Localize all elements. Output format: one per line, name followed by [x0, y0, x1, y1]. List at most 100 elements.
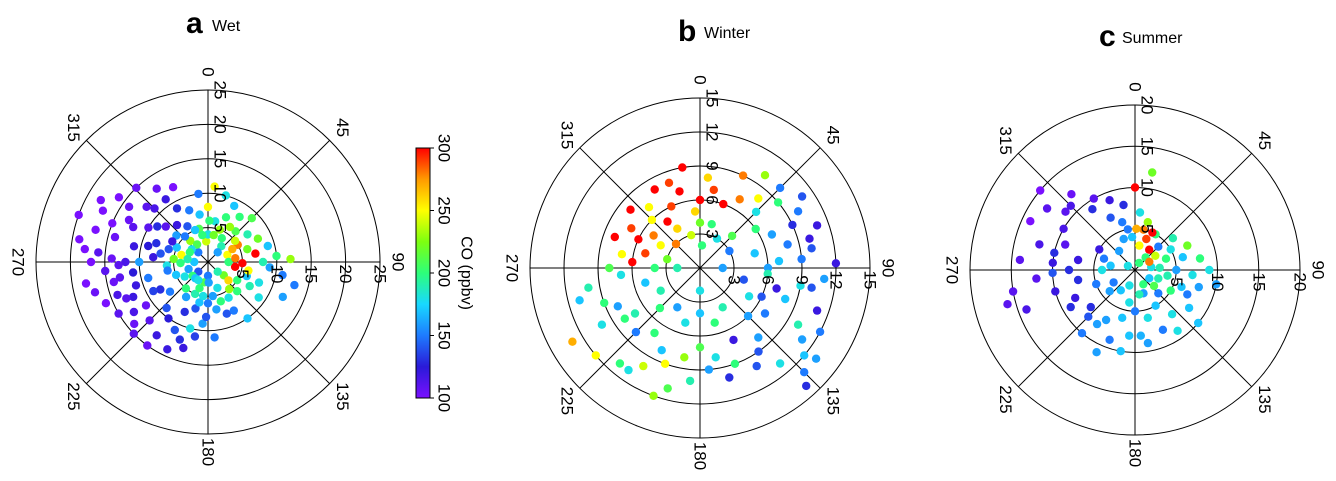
data-point [649, 231, 658, 240]
colorbar-tick-label: 100 [435, 384, 454, 412]
data-point [199, 291, 208, 301]
data-point [673, 224, 682, 233]
data-point [774, 256, 784, 266]
data-point [202, 237, 211, 246]
data-point [800, 368, 809, 377]
data-point [238, 259, 247, 268]
data-point [150, 204, 159, 213]
data-point [171, 270, 181, 280]
angle-tick-label: 45 [1255, 131, 1274, 150]
data-point [1067, 190, 1076, 199]
data-point [170, 325, 179, 335]
radial-tick-label: 5 [211, 223, 230, 232]
data-point [190, 332, 200, 341]
data-point [1212, 280, 1221, 289]
data-point [216, 297, 225, 306]
panel-letter: b [678, 15, 696, 48]
data-point [1136, 331, 1146, 340]
data-point [208, 291, 217, 301]
data-point [213, 248, 222, 257]
data-point [1205, 265, 1214, 275]
data-point [263, 241, 272, 251]
data-point [673, 303, 682, 312]
data-point [156, 249, 165, 258]
data-point [190, 289, 200, 299]
data-point [221, 191, 230, 200]
data-point [1109, 278, 1118, 287]
data-point [1142, 234, 1151, 244]
data-point [107, 254, 116, 263]
data-point [630, 309, 640, 318]
data-point [108, 219, 117, 228]
data-point [244, 266, 253, 275]
data-point [213, 267, 222, 276]
data-point [678, 163, 687, 172]
radial-tick-label: 3 [725, 275, 744, 284]
data-point [224, 293, 233, 302]
data-point [286, 254, 295, 264]
data-point [168, 237, 177, 246]
data-point [797, 335, 807, 344]
data-point [221, 213, 231, 222]
data-point [610, 232, 619, 242]
data-point [180, 307, 189, 317]
radial-tick-label: 25 [371, 265, 390, 284]
data-point [796, 281, 805, 290]
data-point [805, 234, 814, 243]
data-point [1008, 287, 1018, 296]
angle-spoke [699, 147, 821, 269]
data-point [797, 254, 806, 264]
data-point [209, 230, 218, 240]
data-point [1077, 329, 1087, 338]
data-point [820, 274, 829, 284]
data-point [1143, 218, 1153, 227]
data-point [243, 314, 252, 323]
angle-tick-label: 90 [879, 259, 898, 278]
data-point [743, 311, 753, 321]
data-point [675, 187, 684, 196]
data-point [650, 263, 659, 273]
data-point [1051, 287, 1060, 296]
data-point [265, 263, 274, 272]
angle-tick-label: 225 [558, 387, 577, 415]
data-point [767, 230, 777, 239]
data-point [1135, 241, 1144, 250]
data-point [727, 231, 737, 241]
data-point [1151, 251, 1160, 260]
data-point [1130, 307, 1140, 316]
data-point [631, 327, 641, 337]
radial-tick-label: 6 [703, 195, 722, 204]
angle-tick-label: 315 [996, 126, 1015, 154]
data-point [1032, 274, 1041, 283]
data-point [144, 241, 153, 251]
data-point [1071, 293, 1080, 303]
panel-b-winter: b Winter 3 3 6 6 9 9 12 12 15 15 0 45 90 135 180 225 270 31… [503, 15, 898, 470]
data-point [212, 305, 221, 314]
data-point [213, 283, 222, 293]
data-point [185, 206, 194, 215]
data-point [86, 257, 96, 267]
data-point [1118, 313, 1127, 322]
data-point [1061, 240, 1070, 249]
data-point [1015, 255, 1025, 265]
data-point [80, 244, 90, 254]
data-point [1143, 313, 1153, 322]
radial-tick-label: 15 [211, 149, 230, 168]
data-point [1088, 205, 1097, 214]
data-point [752, 361, 761, 371]
radial-tick-label: 20 [211, 115, 230, 134]
data-point [644, 203, 654, 212]
data-point [124, 202, 134, 211]
data-point [1166, 245, 1175, 254]
data-point [224, 257, 233, 267]
data-point [231, 254, 240, 263]
data-point [687, 231, 696, 240]
data-point [1173, 326, 1182, 335]
data-point [615, 359, 625, 368]
data-point [94, 248, 103, 257]
data-point [1042, 204, 1052, 213]
colorbar-label: CO (ppbv) [458, 236, 475, 310]
data-point [152, 239, 161, 248]
data-point [1168, 234, 1178, 243]
data-point [660, 359, 670, 368]
